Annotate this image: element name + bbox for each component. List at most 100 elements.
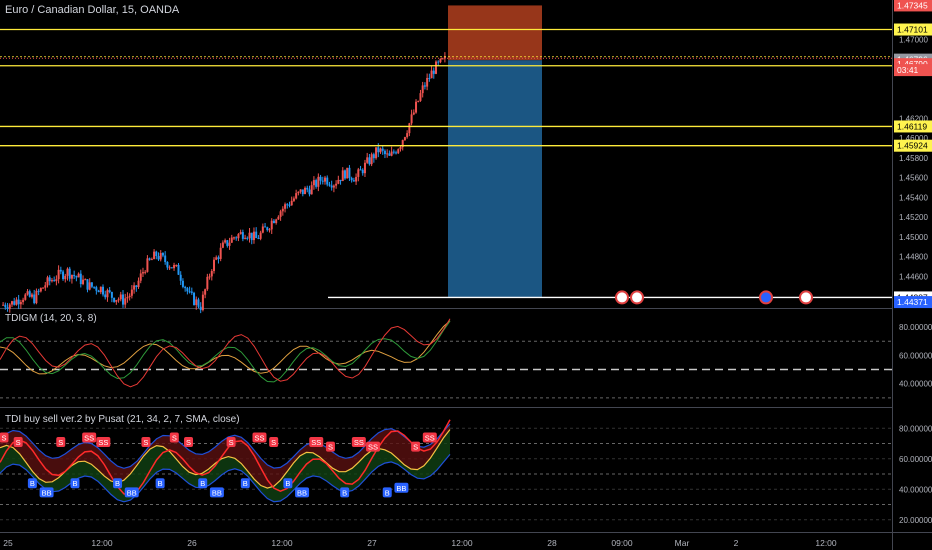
time-tick-label: 12:00 [815,538,837,548]
candle [221,242,224,248]
candle [24,294,27,300]
candle [130,289,133,296]
candle [26,291,29,295]
candle [141,272,144,274]
level-price-label: 1.46119 [897,121,927,131]
candle [326,177,329,185]
bottom-price-label: 1.44371 [897,297,928,307]
candle [213,259,216,271]
candle [417,100,420,102]
candle [332,185,335,188]
tdigm-indicator [0,318,892,399]
candle [148,258,151,260]
tdigm-tick-label: 40.00000 [899,380,932,389]
candle [372,154,375,159]
candle [366,157,369,163]
candle [10,301,13,305]
sell-signal-marker [351,437,366,448]
candle [57,269,60,280]
signal-label: SS [368,443,378,452]
price-tick-label: 1.45000 [899,233,928,242]
candle [324,177,327,182]
candle [406,133,409,138]
signal-label: S [58,438,63,447]
tdigm-tick-label: 60.00000 [899,351,932,360]
candle [82,279,85,285]
candle [186,288,189,292]
candle [75,276,78,278]
signal-label: S [1,433,6,442]
candle [170,267,173,269]
price-tick-label: 1.44800 [899,253,928,262]
candle [124,298,127,305]
candle [181,280,184,287]
time-tick-label: 26 [187,538,197,548]
candle [161,253,164,256]
candle [68,268,71,279]
candle [441,58,444,60]
candle [33,294,36,304]
time-tick-label: 12:00 [91,538,113,548]
price-tick-label: 1.45400 [899,193,928,202]
candle [79,273,82,285]
tdigm-tick-label: 80.00000 [899,323,932,332]
candle [368,157,371,165]
candle [35,290,38,304]
candle [50,280,53,282]
candle [275,219,278,224]
candle [113,297,116,302]
signal-label: S [229,438,234,447]
candle [328,184,331,186]
candle [392,151,395,153]
candle [210,270,213,277]
candle [204,289,207,295]
candle [195,299,198,306]
candle [266,227,269,231]
candle [197,299,200,307]
candle [128,295,131,298]
candle [381,148,384,151]
candle [62,271,65,280]
countdown-label-bg [894,64,932,77]
candle [42,287,45,289]
candle [175,264,178,266]
buy-signal-marker [283,478,293,489]
sell-signal-marker [82,432,97,443]
candle [259,232,262,239]
event-marker [630,290,644,305]
candle [350,177,353,181]
candle [208,276,211,278]
candle [104,294,107,298]
candle [39,288,42,292]
candle [286,204,289,206]
candle [421,85,424,94]
candle [408,123,411,134]
candle [59,269,62,272]
candle [102,286,105,295]
candle [99,286,102,293]
candle [290,200,293,206]
candle [423,85,426,87]
candle [339,179,342,182]
candle [355,176,358,182]
sell-signal-marker [13,437,23,448]
signal-label: S [271,438,276,447]
signal-label: B [158,479,163,488]
candle [315,180,318,187]
candle [6,307,9,309]
event-marker [759,290,773,305]
sell-signal-marker [309,437,324,448]
signal-label: S [172,433,177,442]
signal-label: BB [212,488,222,497]
tdi-lower-band [0,429,450,502]
sell-signal-marker [269,437,279,448]
tdi-tick-label: 20.00000 [899,516,932,525]
candle [288,204,291,206]
candle [426,77,429,87]
candle [228,242,231,246]
sell-signal-marker [184,437,194,448]
candle [173,265,176,269]
candle [268,229,271,231]
